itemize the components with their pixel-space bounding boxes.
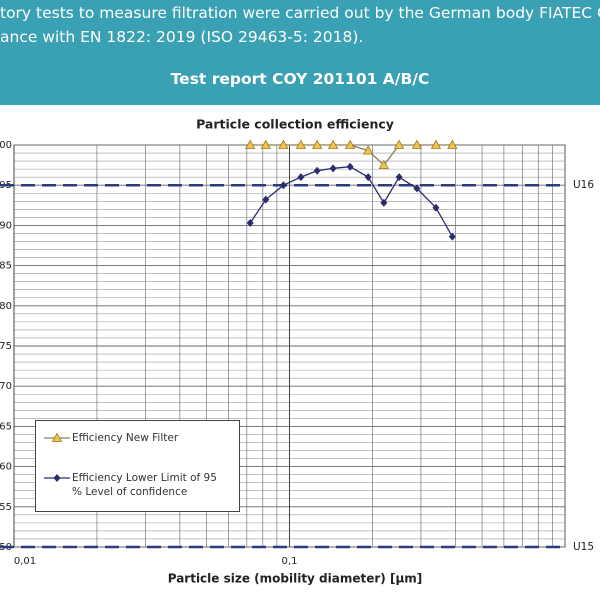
marker	[278, 139, 289, 149]
marker	[313, 166, 321, 175]
y-tick-label: 55	[0, 502, 12, 513]
marker	[344, 139, 356, 149]
marker	[246, 218, 254, 227]
marker	[295, 139, 307, 149]
marker	[311, 139, 323, 149]
legend-label: Efficiency Lower Limit of 95 % Level of …	[72, 472, 217, 498]
legend-label: Efficiency New Filter	[72, 432, 179, 444]
header: tory tests to measure filtration were ca…	[0, 0, 600, 105]
legend-entry: Efficiency Lower Limit of 95 % Level of …	[44, 471, 222, 499]
marker	[448, 232, 456, 241]
reference-label: U16	[573, 179, 594, 191]
marker	[297, 173, 305, 182]
y-tick-label: 70	[0, 381, 12, 392]
header-text: tory tests to measure filtration were ca…	[0, 4, 600, 22]
reference-label: U15	[573, 541, 594, 553]
y-tick-label: 100	[0, 140, 12, 151]
header-text: ance with EN 1822: 2019 (ISO 29463-5: 20…	[0, 28, 364, 46]
marker	[327, 139, 339, 149]
marker	[447, 139, 458, 149]
marker	[346, 162, 354, 171]
marker	[262, 195, 270, 204]
marker	[430, 139, 442, 149]
legend-swatch	[44, 474, 70, 482]
legend-marker	[53, 474, 61, 482]
marker	[260, 139, 271, 149]
y-tick-label: 80	[0, 301, 12, 312]
marker	[413, 184, 421, 193]
x-axis-label: Particle size (mobility diameter) [µm]	[168, 572, 423, 586]
chart: Particle collection efficiency Particle …	[0, 117, 594, 586]
legend: Efficiency New Filter Efficiency Lower Li…	[35, 420, 240, 512]
legend-entry: Efficiency New Filter	[44, 431, 222, 445]
marker	[411, 139, 423, 149]
marker	[378, 159, 390, 170]
report-title: Test report COY 201101 A/B/C	[170, 70, 430, 88]
y-tick-label: 60	[0, 462, 12, 473]
x-tick-label: 0,1	[282, 556, 298, 567]
legend-marker	[51, 432, 63, 442]
marker	[432, 203, 440, 212]
y-tick-label: 90	[0, 220, 12, 231]
marker	[279, 181, 287, 190]
marker	[362, 145, 374, 155]
chart-title: Particle collection efficiency	[196, 117, 394, 132]
marker	[395, 173, 403, 182]
legend-swatch	[44, 432, 70, 442]
marker	[329, 164, 337, 173]
y-tick-label: 65	[0, 421, 12, 432]
marker	[364, 173, 372, 182]
y-tick-label: 75	[0, 341, 12, 352]
marker	[393, 139, 405, 149]
marker	[245, 139, 256, 149]
y-tick-label: 85	[0, 261, 12, 272]
x-tick-label: 0,01	[14, 556, 36, 567]
marker	[380, 198, 388, 207]
